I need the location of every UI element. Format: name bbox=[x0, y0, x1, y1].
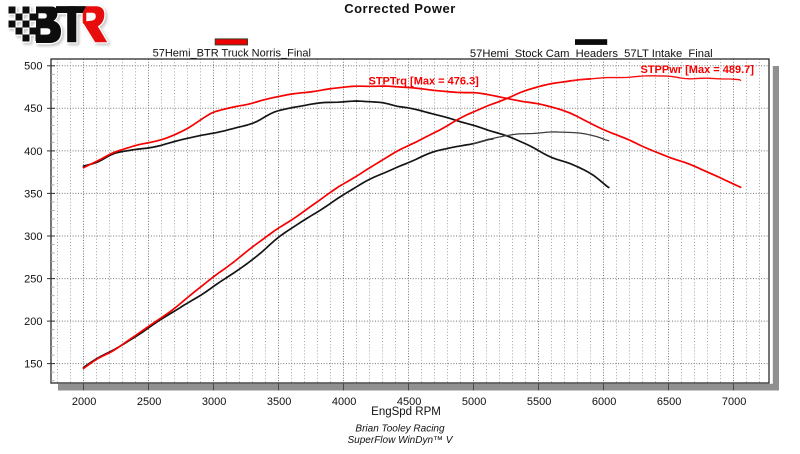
svg-text:5000: 5000 bbox=[462, 396, 486, 408]
svg-text:3500: 3500 bbox=[267, 396, 291, 408]
svg-text:6500: 6500 bbox=[657, 396, 681, 408]
svg-text:Corrected Power: Corrected Power bbox=[344, 1, 456, 16]
svg-text:350: 350 bbox=[24, 188, 42, 200]
svg-text:300: 300 bbox=[24, 231, 42, 243]
svg-text:57Hemi_BTR Truck Norris_Final: 57Hemi_BTR Truck Norris_Final bbox=[153, 48, 311, 60]
svg-text:5500: 5500 bbox=[527, 396, 551, 408]
svg-text:4000: 4000 bbox=[332, 396, 356, 408]
svg-text:250: 250 bbox=[24, 273, 42, 285]
svg-text:200: 200 bbox=[24, 316, 42, 328]
svg-text:57Hemi_Stock Cam_Headers_57LT: 57Hemi_Stock Cam_Headers_57LT Intake_Fin… bbox=[470, 48, 713, 60]
svg-text:STPPwr [Max = 489.7]: STPPwr [Max = 489.7] bbox=[641, 64, 755, 76]
svg-text:6000: 6000 bbox=[592, 396, 616, 408]
svg-text:2500: 2500 bbox=[137, 396, 161, 408]
svg-text:SuperFlow WinDyn™ V: SuperFlow WinDyn™ V bbox=[348, 435, 454, 446]
svg-text:3000: 3000 bbox=[202, 396, 226, 408]
svg-text:2000: 2000 bbox=[72, 396, 96, 408]
svg-text:400: 400 bbox=[24, 146, 42, 158]
svg-text:500: 500 bbox=[24, 61, 42, 73]
svg-text:7000: 7000 bbox=[722, 396, 746, 408]
svg-text:450: 450 bbox=[24, 103, 42, 115]
svg-text:Brian Tooley Racing: Brian Tooley Racing bbox=[355, 424, 445, 435]
svg-text:150: 150 bbox=[24, 359, 42, 371]
svg-text:STPTrq [Max = 476.3]: STPTrq [Max = 476.3] bbox=[369, 76, 480, 88]
svg-text:4500: 4500 bbox=[397, 396, 421, 408]
svg-text:EngSpd RPM: EngSpd RPM bbox=[371, 406, 441, 418]
